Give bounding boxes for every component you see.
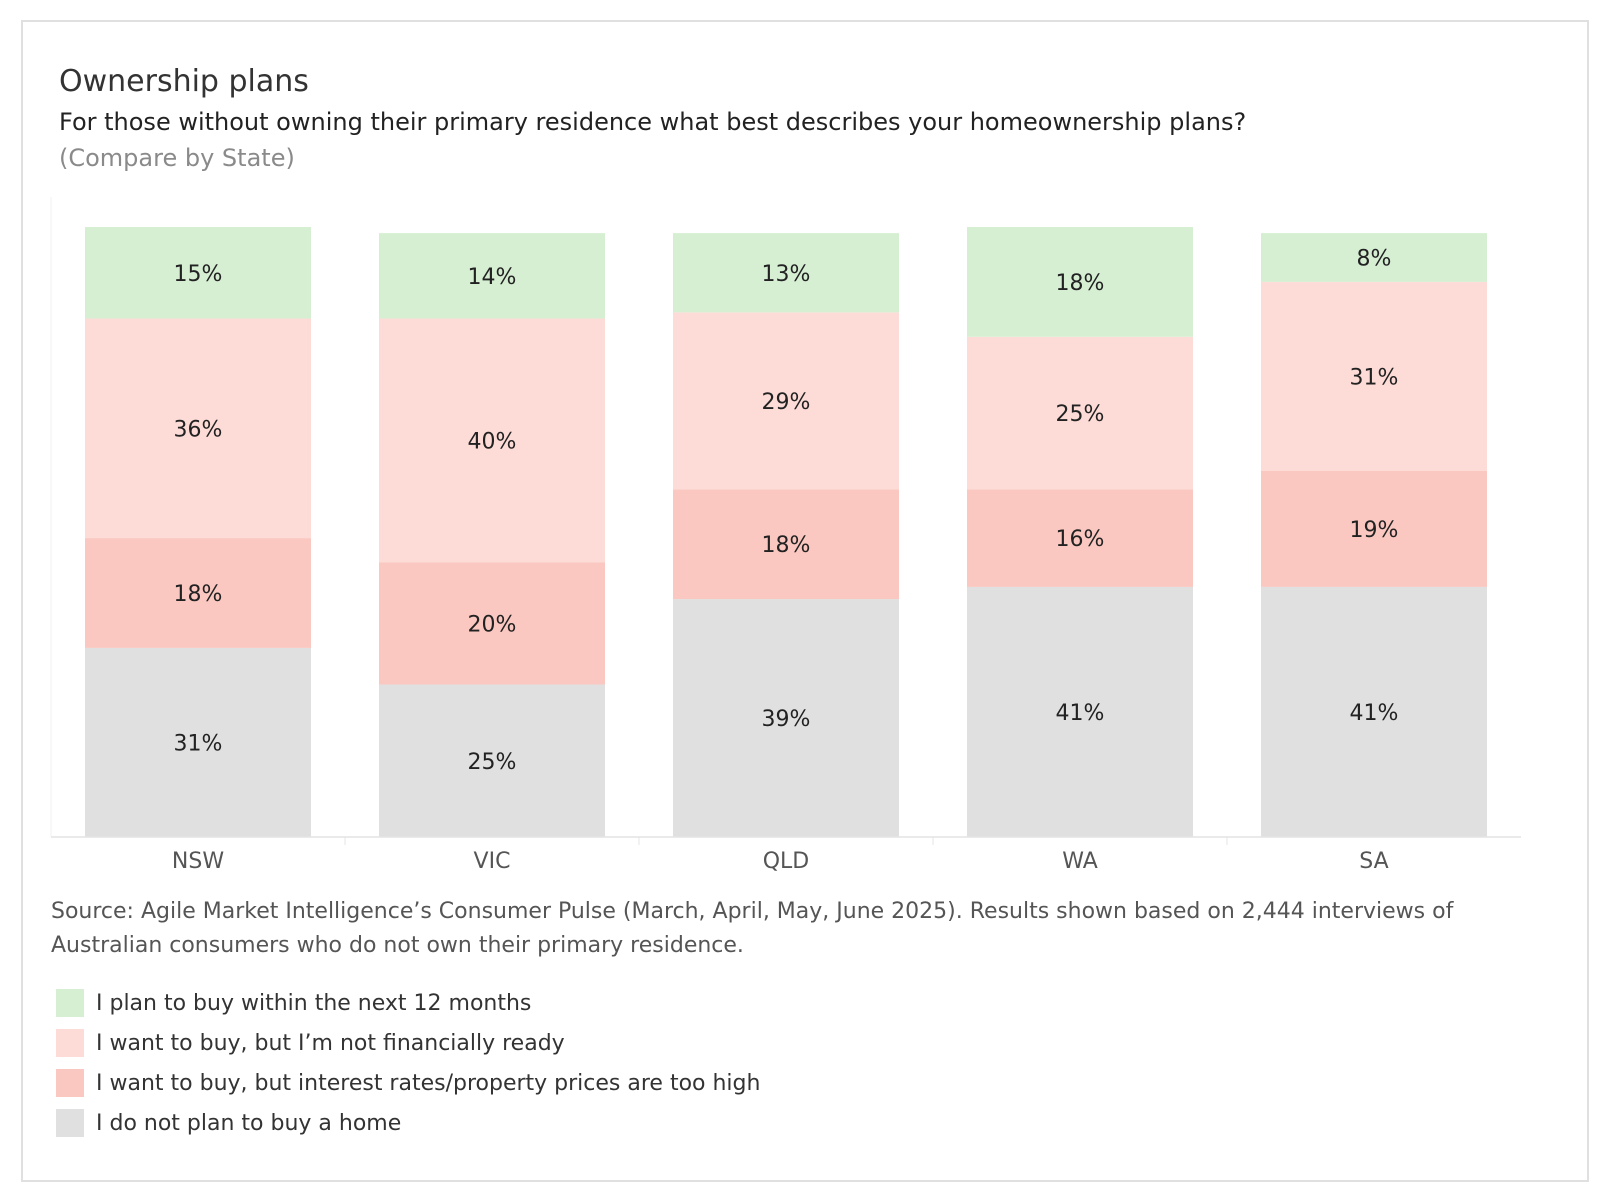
data-label: 8%: [1357, 247, 1392, 272]
chart-subtitle: For those without owning their primary r…: [59, 108, 1247, 136]
bar-segment[interactable]: [1261, 233, 1487, 282]
legend-label: I want to buy, but I’m not financially r…: [96, 1030, 565, 1056]
data-label: 39%: [762, 707, 811, 732]
stacked-bar-chart: 31% 18% 36% 15% NSW 25% 20% 40% 14% VIC 39% 18% 29% 1…: [50, 197, 1521, 874]
bar-segment[interactable]: [379, 562, 605, 685]
bar-segment[interactable]: [85, 647, 311, 837]
x-tick-label: VIC: [474, 849, 511, 874]
legend-swatch: [56, 1109, 84, 1137]
bar-segment[interactable]: [85, 538, 311, 648]
legend-label: I do not plan to buy a home: [96, 1110, 402, 1136]
bar-segment[interactable]: [379, 318, 605, 563]
bar-segment[interactable]: [967, 227, 1193, 337]
legend-swatch: [56, 1069, 84, 1097]
bar-segment[interactable]: [379, 233, 605, 319]
legend-item[interactable]: I want to buy, but I’m not financially r…: [56, 1023, 760, 1063]
legend-item[interactable]: I plan to buy within the next 12 months: [56, 983, 760, 1023]
data-label: 14%: [468, 265, 517, 290]
bar-segment[interactable]: [673, 312, 899, 490]
x-tick-label: QLD: [763, 849, 810, 874]
legend-swatch: [56, 989, 84, 1017]
bar-segment[interactable]: [673, 233, 899, 313]
data-label: 15%: [174, 262, 223, 287]
bar-segment[interactable]: [673, 489, 899, 600]
compare-note: (Compare by State): [59, 144, 295, 172]
legend-item[interactable]: I want to buy, but interest rates/proper…: [56, 1063, 760, 1103]
chart-title: Ownership plans: [59, 64, 309, 99]
data-label: 18%: [1056, 271, 1105, 296]
legend-label: I want to buy, but interest rates/proper…: [96, 1070, 761, 1096]
legend-label: I plan to buy within the next 12 months: [96, 990, 532, 1016]
data-label: 29%: [762, 390, 811, 415]
bar-segment[interactable]: [967, 586, 1193, 837]
data-label: 18%: [174, 582, 223, 607]
bar-segment[interactable]: [967, 489, 1193, 587]
data-label: 19%: [1350, 518, 1399, 543]
data-label: 41%: [1350, 701, 1399, 726]
bar-segment[interactable]: [85, 318, 311, 539]
x-tick-label: SA: [1359, 849, 1388, 874]
x-tick-label: WA: [1062, 849, 1098, 874]
legend-swatch: [56, 1029, 84, 1057]
data-label: 20%: [468, 613, 517, 638]
source-note: Source: Agile Market Intelligence’s Cons…: [51, 899, 1454, 958]
bar-segment[interactable]: [967, 336, 1193, 490]
data-label: 13%: [762, 262, 811, 287]
legend-item[interactable]: I do not plan to buy a home: [56, 1103, 760, 1143]
data-label: 25%: [1056, 402, 1105, 427]
data-label: 16%: [1056, 527, 1105, 552]
data-label: 40%: [468, 430, 517, 455]
data-label: 41%: [1056, 701, 1105, 726]
bar-segment[interactable]: [85, 227, 311, 319]
legend: I plan to buy within the next 12 months …: [56, 983, 760, 1143]
bar-segment[interactable]: [1261, 471, 1487, 587]
x-tick-label: NSW: [172, 849, 224, 874]
data-label: 25%: [468, 750, 517, 775]
data-label: 31%: [174, 731, 223, 756]
data-label: 36%: [174, 417, 223, 442]
bar-segment[interactable]: [1261, 281, 1487, 471]
data-label: 31%: [1350, 365, 1399, 390]
bar-segment[interactable]: [1261, 586, 1487, 837]
bar-segment[interactable]: [379, 684, 605, 838]
bar-segment[interactable]: [673, 599, 899, 837]
data-label: 18%: [762, 533, 811, 558]
